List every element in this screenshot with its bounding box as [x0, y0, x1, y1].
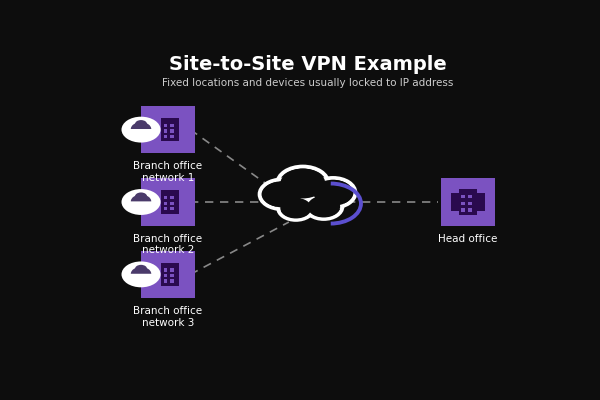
- FancyBboxPatch shape: [441, 178, 494, 226]
- FancyBboxPatch shape: [170, 135, 173, 138]
- FancyBboxPatch shape: [468, 202, 472, 205]
- FancyBboxPatch shape: [170, 207, 173, 210]
- FancyBboxPatch shape: [451, 193, 459, 211]
- Circle shape: [260, 180, 304, 209]
- FancyBboxPatch shape: [161, 190, 179, 214]
- Wedge shape: [131, 122, 151, 129]
- Wedge shape: [131, 195, 151, 201]
- FancyBboxPatch shape: [164, 207, 167, 210]
- FancyBboxPatch shape: [164, 135, 167, 138]
- Text: Branch office
network 3: Branch office network 3: [133, 306, 203, 328]
- FancyBboxPatch shape: [164, 280, 167, 283]
- FancyBboxPatch shape: [468, 195, 472, 198]
- FancyBboxPatch shape: [161, 263, 179, 286]
- FancyBboxPatch shape: [459, 189, 477, 215]
- Circle shape: [135, 120, 147, 128]
- Circle shape: [278, 196, 314, 220]
- Circle shape: [121, 262, 161, 287]
- Text: Branch office
network 2: Branch office network 2: [133, 234, 203, 255]
- FancyBboxPatch shape: [461, 195, 465, 198]
- FancyBboxPatch shape: [164, 124, 167, 127]
- Circle shape: [135, 192, 147, 200]
- Circle shape: [305, 194, 343, 219]
- Text: Fixed locations and devices usually locked to IP address: Fixed locations and devices usually lock…: [162, 78, 453, 88]
- FancyBboxPatch shape: [164, 268, 167, 272]
- FancyBboxPatch shape: [164, 129, 167, 132]
- FancyBboxPatch shape: [477, 193, 485, 211]
- Circle shape: [121, 189, 161, 215]
- Wedge shape: [131, 267, 151, 274]
- FancyBboxPatch shape: [170, 274, 173, 277]
- FancyBboxPatch shape: [170, 124, 173, 127]
- Circle shape: [135, 265, 147, 273]
- Circle shape: [313, 180, 353, 206]
- FancyBboxPatch shape: [141, 250, 195, 298]
- FancyBboxPatch shape: [170, 280, 173, 283]
- FancyBboxPatch shape: [461, 208, 465, 212]
- FancyBboxPatch shape: [161, 118, 179, 141]
- FancyBboxPatch shape: [170, 196, 173, 199]
- FancyBboxPatch shape: [468, 208, 472, 212]
- FancyBboxPatch shape: [170, 202, 173, 205]
- Circle shape: [280, 198, 311, 218]
- FancyBboxPatch shape: [164, 202, 167, 205]
- FancyBboxPatch shape: [141, 106, 195, 154]
- Text: Branch office
network 1: Branch office network 1: [133, 161, 203, 183]
- FancyBboxPatch shape: [461, 202, 465, 205]
- FancyBboxPatch shape: [170, 129, 173, 132]
- FancyBboxPatch shape: [164, 196, 167, 199]
- Circle shape: [277, 166, 328, 200]
- Circle shape: [262, 181, 302, 207]
- Text: Site-to-Site VPN Example: Site-to-Site VPN Example: [169, 56, 446, 74]
- FancyBboxPatch shape: [170, 268, 173, 272]
- FancyBboxPatch shape: [141, 178, 195, 226]
- Circle shape: [121, 117, 161, 142]
- Circle shape: [311, 178, 355, 208]
- Circle shape: [307, 196, 340, 218]
- FancyBboxPatch shape: [164, 274, 167, 277]
- Text: Head office: Head office: [438, 234, 497, 244]
- Circle shape: [280, 169, 325, 198]
